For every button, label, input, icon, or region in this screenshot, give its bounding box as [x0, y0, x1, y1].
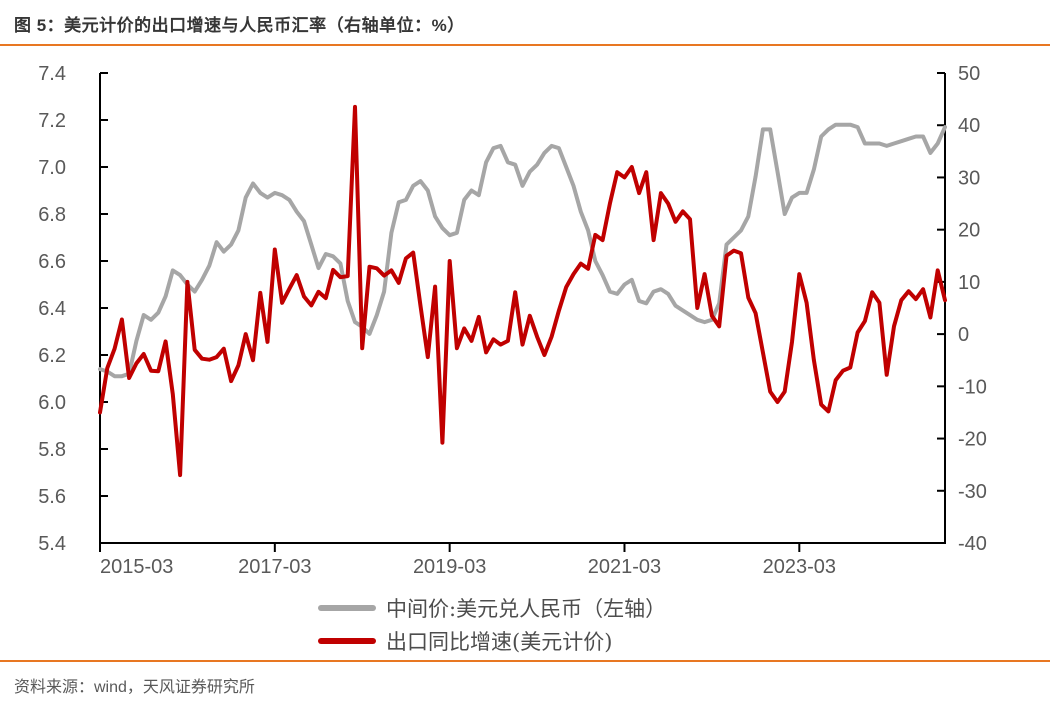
series-line-parity	[98, 122, 947, 379]
y-left-tick-label: 5.6	[38, 486, 66, 508]
y-left-tick-label: 5.8	[38, 439, 66, 461]
y-left-tick-label: 6.2	[38, 345, 66, 367]
y-left-tick-label: 5.4	[38, 533, 66, 555]
chart-legend: 中间价:美元兑人民币（左轴） 出口同比增速(美元计价)	[318, 591, 666, 657]
series-line-export	[98, 104, 947, 478]
y-right-tick-label: 40	[958, 115, 980, 137]
legend-item-parity: 中间价:美元兑人民币（左轴）	[318, 591, 666, 624]
legend-label-export: 出口同比增速(美元计价)	[386, 629, 613, 654]
x-tick-label: 2017-03	[238, 556, 311, 578]
y-right-tick-label: -30	[958, 481, 987, 503]
figure-title: 图 5：美元计价的出口增速与人民币汇率（右轴单位：%）	[14, 16, 465, 35]
x-tick-label: 2015-03	[100, 556, 173, 578]
footer-divider	[0, 660, 1050, 662]
legend-label-parity: 中间价:美元兑人民币（左轴）	[386, 596, 667, 621]
source-note: 资料来源：wind，天风证券研究所	[14, 679, 255, 696]
legend-swatch-export	[318, 637, 376, 644]
y-left-tick-label: 6.0	[38, 392, 66, 414]
legend-item-export: 出口同比增速(美元计价)	[318, 624, 666, 657]
y-left-tick-label: 6.6	[38, 251, 66, 273]
title-divider	[0, 44, 1050, 46]
y-left-tick-label: 7.4	[38, 63, 66, 85]
x-tick-label: 2021-03	[588, 556, 661, 578]
y-right-tick-label: -20	[958, 429, 987, 451]
y-right-tick-label: 0	[958, 324, 969, 346]
y-right-tick-label: 20	[958, 220, 980, 242]
y-right-tick-label: 50	[958, 63, 980, 85]
x-tick-label: 2019-03	[413, 556, 486, 578]
y-left-tick-label: 7.0	[38, 157, 66, 179]
y-right-tick-label: -40	[958, 533, 987, 555]
y-right-tick-label: -10	[958, 376, 987, 398]
x-tick-label: 2023-03	[763, 556, 836, 578]
legend-swatch-parity	[318, 604, 376, 611]
y-right-tick-label: 30	[958, 167, 980, 189]
y-left-tick-label: 6.8	[38, 204, 66, 226]
y-right-tick-label: 10	[958, 272, 980, 294]
y-left-tick-label: 7.2	[38, 110, 66, 132]
y-left-tick-label: 6.4	[38, 298, 66, 320]
line-chart: 7.4 7.2 7.0 6.8 6.6 6.4 6.2 6.0 5.8 5.6 5.4 50 40 30 2…	[38, 63, 987, 578]
